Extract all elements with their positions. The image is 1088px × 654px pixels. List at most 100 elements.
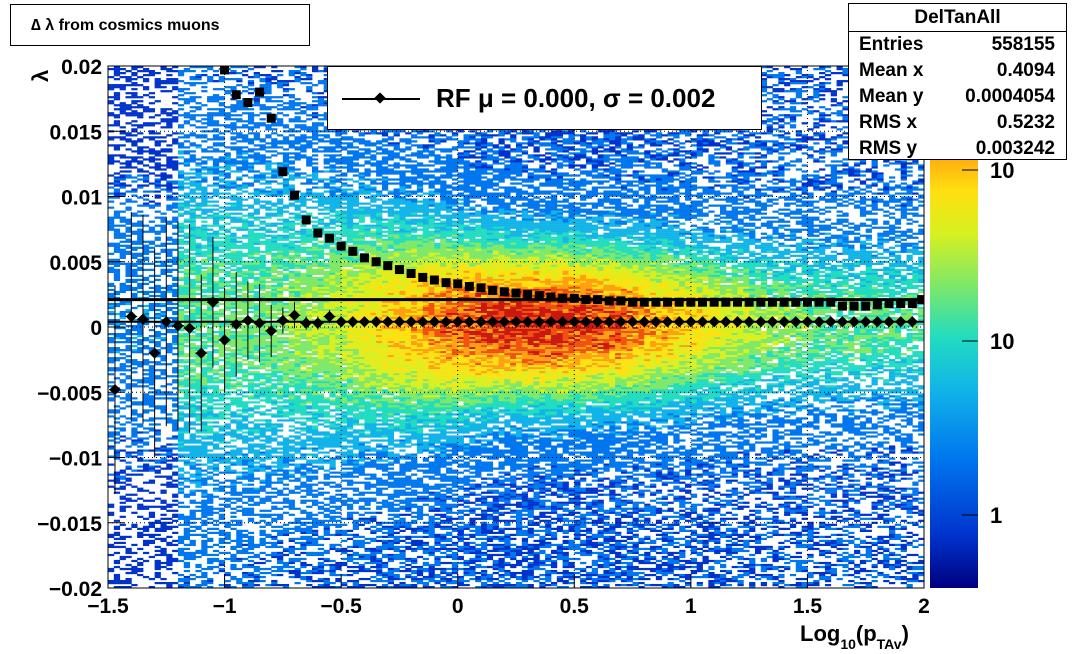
heatmap-cell [253,252,260,255]
heatmap-cell [294,339,301,342]
heatmap-cell [212,553,220,557]
heatmap-cell [247,499,255,502]
heatmap-cell [277,206,284,209]
heatmap-cell [212,469,220,472]
heatmap-cell [108,186,115,189]
heatmap-cell [288,288,295,292]
heatmap-cell [201,581,208,585]
heatmap-cell [189,212,196,215]
heatmap-cell [183,533,190,536]
heatmap-cell [183,391,190,394]
heatmap-cell [166,166,173,169]
heatmap-cell [288,276,295,280]
heatmap-cell [300,276,307,280]
heatmap-cell [201,345,208,348]
heatmap-cell [212,294,220,298]
heatmap-cell [166,463,173,466]
heatmap-cell [259,399,266,402]
heatmap-cell [201,262,208,265]
heatmap-cell [131,427,138,430]
heatmap-cell [137,437,144,440]
heatmap-cell [189,385,196,388]
heatmap-cell [236,106,243,109]
heatmap-cell [300,447,307,450]
heatmap-cell [172,156,179,159]
heatmap-cell [230,563,237,567]
heatmap-cell [265,337,272,340]
heatmap-cell [183,134,190,137]
heatmap-cell [218,296,225,300]
heatmap-cell [125,555,132,559]
heatmap-cell [288,242,295,245]
heatmap-cell [212,459,220,462]
heatmap-cell [207,553,214,557]
heatmap-cell [218,132,225,135]
heatmap-cell [195,108,202,111]
heatmap-cell [247,437,255,440]
heatmap-cell [177,308,185,312]
heatmap-cell [224,184,231,187]
heatmap-cell [277,459,284,462]
heatmap-cell [271,240,278,243]
heatmap-cell [288,174,295,177]
heatmap-cell [131,367,138,370]
heatmap-cell [288,475,295,478]
heatmap-cell [271,188,278,191]
heatmap-cell [242,423,249,426]
heatmap-cell [154,335,161,338]
heatmap-cell [148,204,156,207]
heatmap-cell [195,409,202,412]
heatmap-cell [271,252,278,255]
heatmap-cell [253,575,260,579]
heatmap-cell [300,230,307,233]
heatmap-cell [288,383,295,386]
heatmap-cell [125,200,132,203]
heatmap-cell [288,527,295,530]
heatmap-cell [207,78,214,81]
heatmap-cell [294,385,301,388]
heatmap-cell [113,108,121,111]
heatmap-cell [148,513,156,516]
heatmap-cell [277,242,284,245]
heatmap-cell [201,423,208,426]
heatmap-cell [242,529,249,532]
heatmap-cell [125,324,132,328]
heatmap-cell [160,268,167,271]
heatmap-cell [154,82,161,85]
heatmap-cell [236,108,243,111]
heatmap-cell [282,90,290,93]
heatmap-cell [288,234,295,237]
heatmap-cell [253,276,260,280]
heatmap-cell [277,124,284,127]
heatmap-cell [253,162,260,165]
heatmap-cell [131,525,138,528]
heatmap-cell [160,489,167,492]
heatmap-cell [195,304,202,308]
heatmap-cell [294,240,301,243]
heatmap-cell [125,483,132,486]
heatmap-cell [142,164,150,167]
heatmap-cell [224,465,231,468]
heatmap-cell [259,391,266,394]
heatmap-cell [294,521,301,524]
heatmap-cell [183,176,190,179]
heatmap-cell [195,483,202,486]
heatmap-cell [259,140,266,143]
heatmap-cell [148,166,156,169]
heatmap-cell [195,479,202,482]
heatmap-cell [189,98,196,101]
heatmap-cell [247,166,255,169]
heatmap-cell [148,577,156,581]
heatmap-cell [160,314,167,318]
heatmap-cell [125,395,132,398]
heatmap-cell [201,473,208,476]
heatmap-cell [294,571,301,575]
heatmap-cell [224,294,231,298]
heatmap-cell [189,543,196,547]
heatmap-cell [177,359,185,362]
heatmap-cell [207,232,214,235]
heatmap-cell [236,393,243,396]
heatmap-cell [142,525,150,528]
heatmap-cell [300,182,307,185]
heatmap-cell [154,302,161,306]
